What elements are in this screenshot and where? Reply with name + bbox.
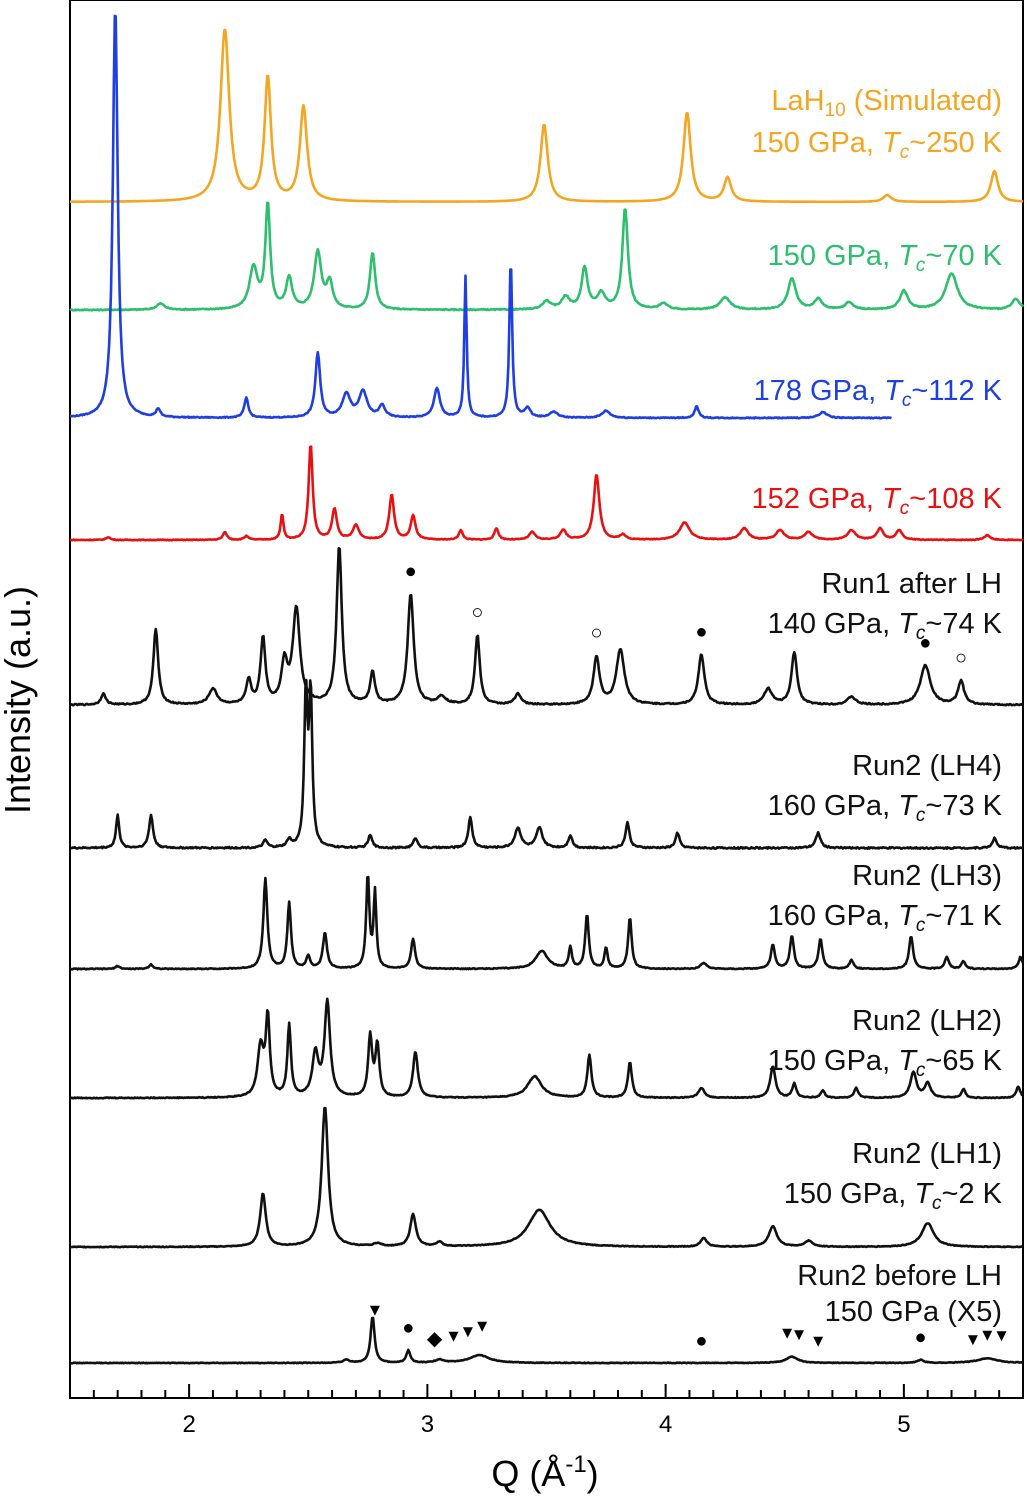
series-line [69, 997, 1024, 1100]
series-label: Run2 (LH4) [852, 750, 1002, 782]
phase-marker: ● [915, 1327, 927, 1349]
x-axis-label-exponent: -1 [565, 1451, 586, 1478]
phase-marker: ○ [471, 602, 483, 624]
x-axis-label-close: ) [587, 1453, 599, 1494]
phase-marker: ▼ [965, 1330, 982, 1349]
series-label: Run2 (LH1) [852, 1138, 1002, 1170]
series-line [69, 678, 1024, 850]
x-tick-label: 5 [897, 1411, 910, 1438]
phase-marker: ▼ [779, 1324, 796, 1343]
series-label: 160 GPa, Tc~71 K [768, 900, 1003, 936]
series-label: 152 GPa, Tc~108 K [751, 483, 1002, 519]
series-label: Run2 (LH2) [852, 1005, 1002, 1037]
phase-marker: ▼ [367, 1301, 384, 1320]
phase-marker: ▼ [474, 1316, 491, 1335]
series-line [69, 547, 1024, 707]
x-axis-ticks: 2 3 4 5 [69, 1384, 1024, 1438]
series-label: 150 GPa, Tc~250 K [751, 127, 1002, 163]
x-tick-label: 4 [659, 1411, 672, 1438]
phase-marker: ◆ [427, 1328, 443, 1350]
series-label: 178 GPa, Tc~112 K [754, 375, 1003, 411]
series-label: 150 GPa, Tc~65 K [768, 1045, 1003, 1081]
phase-marker: ○ [590, 622, 602, 644]
series-line [69, 201, 1025, 312]
x-tick-label: 3 [421, 1411, 434, 1438]
phase-marker: ▼ [459, 1322, 476, 1341]
phase-marker: ● [402, 1317, 414, 1339]
phase-marker: ● [405, 560, 417, 582]
series-line [69, 445, 1024, 542]
x-axis-label-main: Q (Å [491, 1453, 565, 1494]
phase-marker: ▼ [791, 1325, 808, 1344]
phase-marker: ○ [955, 647, 967, 669]
series-line [69, 1316, 1024, 1365]
series-line [69, 28, 1024, 204]
series-label: 150 GPa (X5) [825, 1296, 1002, 1328]
series-label: 160 GPa, Tc~73 K [768, 790, 1003, 826]
series-label: 140 GPa, Tc~74 K [768, 608, 1003, 644]
phase-marker: ▼ [993, 1326, 1010, 1345]
x-axis-label: Q (Å-1) [491, 1451, 598, 1494]
series-label: LaH10 (Simulated) [771, 85, 1002, 121]
phase-marker: ▼ [979, 1325, 996, 1344]
x-tick-label: 2 [182, 1411, 195, 1438]
series-line [69, 875, 1025, 971]
series-label: Run2 before LH [797, 1260, 1002, 1292]
y-axis-label: Intensity (a.u.) [0, 586, 38, 814]
phase-marker: ▼ [445, 1326, 462, 1345]
phase-marker: ● [695, 1330, 707, 1352]
series-labels: LaH10 (Simulated) 150 GPa, Tc~250 K 150 GP… [751, 85, 1002, 1328]
series-line [69, 1106, 1024, 1249]
phase-marker: ▼ [810, 1332, 827, 1351]
phase-markers: ●○○ ●●○▼● ◆ ▼▼▼● ▼▼ ▼ ● ▼▼▼ [367, 560, 1010, 1352]
series-group [69, 14, 1025, 1365]
series-label: 150 GPa, Tc~2 K [784, 1178, 1003, 1214]
phase-marker: ● [695, 621, 707, 643]
series-line [69, 14, 892, 420]
phase-marker: ● [919, 632, 931, 654]
series-label: 150 GPa, Tc~70 K [768, 240, 1003, 276]
series-label: Run2 (LH3) [852, 860, 1002, 892]
series-label: Run1 after LH [821, 568, 1002, 600]
